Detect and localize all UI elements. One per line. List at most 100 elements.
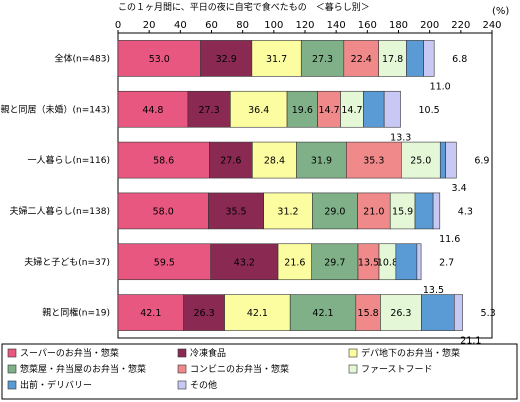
data-label: 26.3	[194, 308, 215, 319]
data-label: 35.3	[363, 156, 384, 167]
x-tick-label: 20	[143, 20, 156, 31]
data-label: 59.5	[154, 257, 175, 268]
bar-segment	[414, 192, 434, 230]
x-tick-label: 200	[420, 20, 439, 31]
bar-segment	[416, 243, 422, 281]
bar-segment	[357, 192, 391, 230]
bar-segment	[263, 192, 313, 230]
category-label: 夫婦二人暮らし(n=138)	[10, 205, 110, 217]
data-label: 14.7	[341, 105, 362, 116]
x-tick-label: 160	[358, 20, 377, 31]
bar-segment	[289, 294, 357, 331]
legend-swatch	[348, 348, 358, 358]
legend-swatch	[7, 380, 17, 390]
legend-swatch	[348, 364, 358, 374]
legend-label: スーパーのお弁当・惣菜	[20, 347, 119, 359]
legend-swatch	[177, 380, 187, 390]
data-label: 14.7	[318, 105, 339, 116]
bar-segment	[345, 141, 402, 179]
bar-segment	[251, 40, 302, 77]
bar-segment	[439, 141, 446, 179]
legend-label: その他	[190, 379, 217, 391]
data-label: 13.5	[358, 257, 379, 268]
legend-label: コンビニのお弁当・惣菜	[190, 363, 289, 375]
legend: スーパーのお弁当・惣菜 冷凍食品 デパ地下のお弁当・惣菜惣菜屋・弁当屋のお弁当・惣菜…	[1, 343, 518, 400]
bar-segment	[209, 141, 253, 179]
bar-segment	[312, 192, 358, 230]
data-label: 19.6	[292, 105, 313, 116]
data-label: 6.8	[452, 54, 467, 65]
bar-segment	[406, 40, 424, 77]
data-label: 35.5	[225, 206, 246, 217]
bar-segment	[363, 90, 385, 128]
x-tick-label: 220	[451, 20, 470, 31]
bars: 53.0 32.9 31.7 27.3 22.4 17.8 11.0 6.8 44.8 27.3 3…	[117, 40, 496, 347]
bar-segment	[252, 141, 297, 179]
data-label: 11.0	[430, 81, 451, 92]
data-label: 43.2	[234, 257, 255, 268]
bar-segment	[117, 294, 184, 331]
data-label: 42.1	[247, 308, 268, 319]
category-label: 親と同権(n=19)	[42, 307, 110, 319]
data-label: 3.4	[452, 183, 467, 194]
x-tick-label: 120	[295, 20, 314, 31]
legend-swatch	[7, 364, 17, 374]
data-label: 10.5	[419, 105, 440, 116]
data-label: 6.9	[474, 156, 489, 167]
data-label: 53.0	[149, 54, 170, 65]
bar-segment	[117, 141, 210, 179]
category-labels: 全体(n=483) 親と同居（未婚）(n=143) 一人暮らし(n=116) 夫婦二人…	[1, 52, 110, 318]
x-tick-label: 40	[174, 20, 187, 31]
data-label: 42.1	[312, 308, 333, 319]
legend-label: 惣菜屋・弁当屋のお弁当・惣菜	[20, 363, 146, 375]
bar-segment	[187, 90, 231, 128]
data-label: 15.8	[358, 308, 379, 319]
x-tick-label: 0	[115, 20, 121, 31]
data-label: 21.0	[363, 206, 384, 217]
data-label: 58.6	[153, 156, 174, 167]
data-label: 32.9	[216, 54, 237, 65]
data-label: 31.9	[311, 156, 332, 167]
bar-segment	[432, 192, 441, 230]
data-label: 13.5	[423, 285, 444, 296]
data-label: 31.2	[277, 206, 298, 217]
x-axis-ticks: 0 20 40 60 80 100 120 140 160 180 200 220 240	[115, 20, 502, 33]
data-label: 17.8	[382, 54, 403, 65]
bar-segment	[208, 192, 265, 230]
x-tick-label: 240	[482, 20, 501, 31]
bar-segment	[200, 40, 253, 77]
legend-swatch	[177, 348, 187, 358]
bar-segment	[286, 90, 318, 128]
bar-segment	[117, 90, 189, 128]
bar-segment	[343, 40, 380, 77]
legend-label: 冷凍食品	[190, 347, 226, 359]
legend-swatch	[7, 348, 17, 358]
bar-segment	[117, 192, 209, 230]
data-label: 5.3	[481, 308, 496, 319]
bar-segment	[383, 90, 401, 128]
bar-segment	[117, 40, 201, 77]
legend-swatch	[177, 364, 187, 374]
data-label: 27.3	[312, 54, 333, 65]
data-label: 21.6	[284, 257, 305, 268]
data-label: 26.3	[390, 308, 411, 319]
data-label: 2.7	[439, 257, 454, 268]
data-label: 29.7	[324, 257, 345, 268]
bar-segment	[300, 40, 345, 77]
x-tick-label: 100	[264, 20, 283, 31]
bar-segment	[421, 294, 455, 331]
category-label: 一人暮らし(n=116)	[28, 154, 110, 166]
data-label: 15.9	[392, 206, 413, 217]
bar-segment	[355, 294, 381, 331]
data-label: 36.4	[248, 105, 269, 116]
bar-segment	[230, 90, 288, 128]
data-label: 27.6	[220, 156, 241, 167]
bar-segment	[401, 141, 441, 179]
bar-segment	[277, 243, 313, 281]
bar-segment	[389, 192, 416, 230]
legend-label: ファーストフード	[361, 365, 433, 375]
bar-segment	[311, 243, 359, 281]
bar-segment	[423, 40, 435, 77]
data-label: 29.0	[324, 206, 345, 217]
